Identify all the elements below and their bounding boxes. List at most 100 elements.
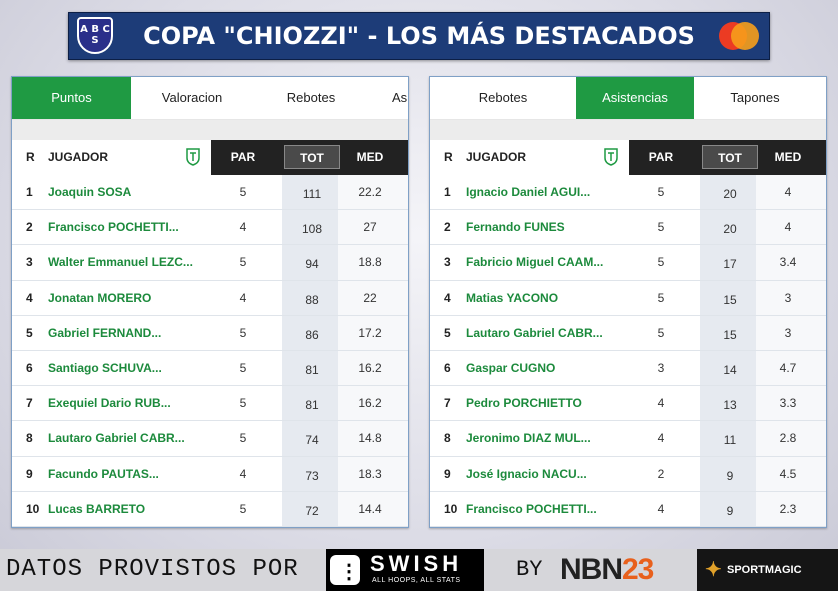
swish-name: SWISH [370,551,463,576]
table-row[interactable]: 10 Lucas BARRETO 5 72 14.4 [12,492,408,527]
table-row[interactable]: 10 Francisco POCHETTI... 4 9 2.3 [430,492,826,527]
table-row[interactable]: 7 Pedro PORCHIETTO 4 13 3.3 [430,386,826,422]
player-name-link[interactable]: Pedro PORCHIETTO [466,396,582,411]
col-tot-button[interactable]: TOT [284,145,340,169]
med-cell: 17.2 [358,325,382,340]
table-row[interactable]: 2 Fernando FUNES 5 20 4 [430,210,826,246]
par-cell: 5 [657,290,665,305]
shield-icon[interactable] [186,148,200,166]
par-cell: 4 [239,290,247,305]
nbn-suffix: 23 [622,553,654,586]
table-row[interactable]: 9 Facundo PAUTAS... 4 73 18.3 [12,457,408,492]
tab-puntos[interactable]: Puntos [12,77,131,119]
page-title: COPA "CHIOZZI" - LOS MÁS DESTACADOS [143,22,695,50]
player-name-link[interactable]: Fabricio Miguel CAAM... [466,255,604,270]
table-row[interactable]: 3 Fabricio Miguel CAAM... 5 17 3.4 [430,245,826,281]
table-row[interactable]: 1 Ignacio Daniel AGUI... 5 20 4 [430,175,826,211]
table-row[interactable]: 8 Lautaro Gabriel CABR... 5 74 14.8 [12,421,408,457]
rank-cell: 7 [444,396,451,411]
rank-cell: 6 [26,360,33,375]
player-name-link[interactable]: José Ignacio NACU... [466,466,587,481]
par-cell: 5 [239,325,247,340]
tab-tapones[interactable]: Tapones [730,90,780,105]
tot-cell: 20 [723,187,737,201]
by-text: BY [516,557,543,582]
player-name-link[interactable]: Jeronimo DIAZ MUL... [466,431,591,446]
table-row[interactable]: 5 Gabriel FERNAND... 5 86 17.2 [12,316,408,351]
par-cell: 5 [657,325,665,340]
rank-cell: 2 [26,220,33,235]
col-par[interactable]: PAR [648,150,674,164]
tab-asistencias-partial[interactable]: As [392,90,408,105]
rank-cell: 8 [26,431,33,446]
tab-rebotes[interactable]: Rebotes [286,90,336,105]
rank-cell: 9 [444,466,451,481]
tot-cell: 9 [726,503,734,518]
table-row[interactable]: 6 Santiago SCHUVA... 5 81 16.2 [12,351,408,387]
table-body: 1 Ignacio Daniel AGUI... 5 20 4 2 Fernando FUN… [430,175,826,527]
table-row[interactable]: 5 Lautaro Gabriel CABR... 5 15 3 [430,316,826,351]
par-cell: 5 [239,360,247,375]
table-row[interactable]: 3 Walter Emmanuel LEZC... 5 94 18.8 [12,245,408,281]
par-cell: 5 [657,220,665,235]
tot-cell: 94 [305,257,319,272]
tot-column-bg [700,175,756,527]
tab-valoracion[interactable]: Valoracion [161,90,223,105]
med-column-bg [756,175,826,527]
med-cell: 27 [363,220,377,235]
rank-cell: 4 [26,290,33,305]
player-name-link[interactable]: Francisco POCHETTI... [466,501,597,516]
col-med[interactable]: MED [356,150,384,164]
med-cell: 22 [363,290,377,305]
shield-icon[interactable] [604,148,618,166]
rank-cell: 5 [26,325,33,340]
player-name-link[interactable]: Matias YACONO [466,290,559,305]
player-name-link[interactable]: Lucas BARRETO [48,501,146,516]
med-cell: 18.3 [358,466,382,481]
par-cell: 4 [239,466,247,481]
col-tot-button[interactable]: TOT [702,145,758,169]
table-row[interactable]: 1 Joaquin SOSA 5 111 22.2 [12,175,408,211]
col-med[interactable]: MED [774,150,802,164]
med-cell: 3.4 [779,255,797,270]
table-row[interactable]: 8 Jeronimo DIAZ MUL... 4 11 2.8 [430,421,826,457]
player-name-link[interactable]: Francisco POCHETTI... [48,220,179,235]
med-cell: 14.8 [358,431,382,446]
player-name-link[interactable]: Santiago SCHUVA... [48,360,162,375]
table-row[interactable]: 4 Jonatan MORERO 4 88 22 [12,281,408,316]
med-cell: 2.3 [779,501,797,516]
table-row[interactable]: 7 Exequiel Dario RUB... 5 81 16.2 [12,386,408,422]
stat-tabs: Rebotes Asistencias Tapones [430,77,826,120]
player-name-link[interactable]: Fernando FUNES [466,220,565,235]
player-name-link[interactable]: Facundo PAUTAS... [48,466,159,481]
player-name-link[interactable]: Gaspar CUGNO [466,360,556,375]
par-cell: 5 [239,501,247,516]
player-name-link[interactable]: Lautaro Gabriel CABR... [466,325,603,340]
table-top-spacer [12,120,408,140]
points-leaders-panel: Puntos Valoracion Rebotes As R JUGADOR P… [11,76,409,528]
table-row[interactable]: 9 José Ignacio NACU... 2 9 4.5 [430,457,826,492]
player-name-link[interactable]: Exequiel Dario RUB... [48,396,171,411]
par-cell: 4 [239,220,247,235]
table-row[interactable]: 4 Matias YACONO 5 15 3 [430,281,826,316]
med-column-bg [338,175,408,527]
player-name-link[interactable]: Walter Emmanuel LEZC... [48,255,193,270]
tab-rebotes[interactable]: Rebotes [478,90,528,105]
player-name-link[interactable]: Lautaro Gabriel CABR... [48,431,185,446]
med-cell: 16.2 [358,396,382,411]
col-rank: R [26,150,35,164]
tot-cell: 20 [723,222,737,237]
table-row[interactable]: 2 Francisco POCHETTI... 4 108 27 [12,210,408,246]
tot-cell: 111 [302,187,322,201]
nbn23-logo: NBN23 [560,549,654,591]
col-par[interactable]: PAR [230,150,256,164]
swish-logo: ⋮ SWISH ALL HOOPS, ALL STATS [326,549,484,591]
player-name-link[interactable]: Jonatan MORERO [48,290,152,305]
table-row[interactable]: 6 Gaspar CUGNO 3 14 4.7 [430,351,826,387]
player-name-link[interactable]: Ignacio Daniel AGUI... [466,185,591,199]
player-name-link[interactable]: Joaquin SOSA [48,185,132,199]
tot-cell: 15 [723,292,737,307]
player-name-link[interactable]: Gabriel FERNAND... [48,325,162,340]
tot-cell: 15 [723,327,737,342]
tab-asistencias[interactable]: Asistencias [576,77,694,119]
